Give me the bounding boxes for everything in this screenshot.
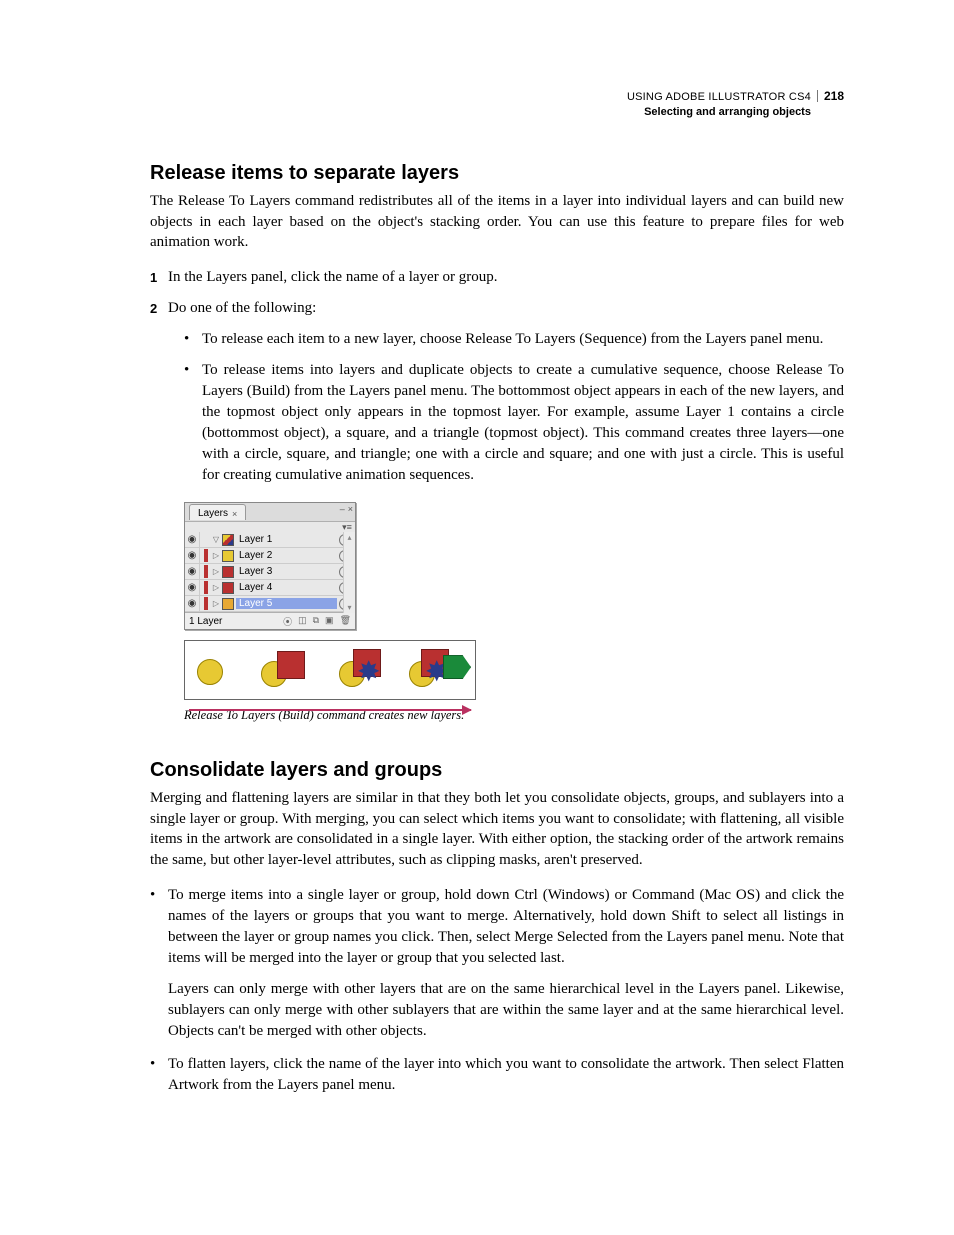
sub-bullet-list: • To release each item to a new layer, c… (184, 329, 844, 486)
panel-tab-row: Layers × – × (185, 503, 355, 522)
bullet-text: To release each item to a new layer, cho… (202, 329, 844, 350)
layer-thumbnail (222, 550, 234, 562)
edit-column (204, 549, 208, 562)
disclosure-icon[interactable]: ▷ (212, 551, 220, 560)
frame-1 (185, 641, 245, 699)
bullet-icon: • (150, 1054, 168, 1096)
layers-list: ◉ ▽ Layer 1 ◉ ▷ Layer 2 (185, 522, 355, 612)
scrollbar[interactable]: ▴ ▾ (343, 532, 355, 613)
running-header: USING ADOBE ILLUSTRATOR CS4 Selecting an… (627, 90, 844, 120)
scroll-up-icon[interactable]: ▴ (347, 533, 351, 542)
layer-name[interactable]: Layer 3 (236, 566, 337, 577)
layer-thumbnail (222, 582, 234, 594)
frame-2 (255, 641, 325, 699)
layer-row-2[interactable]: ◉ ▷ Layer 2 (185, 548, 355, 564)
main-content: Release items to separate layers The Rel… (150, 162, 844, 1096)
bullet-icon: • (150, 885, 168, 1042)
visibility-icon[interactable]: ◉ (185, 548, 200, 563)
section-consolidate: Consolidate layers and groups Merging an… (150, 759, 844, 1096)
footer-buttons: ⦿ ◫ ⧉ ▣ 🗑 (283, 615, 351, 628)
disclosure-icon[interactable]: ▷ (212, 599, 220, 608)
disclosure-icon[interactable]: ▷ (212, 583, 220, 592)
new-sublayer-icon[interactable]: ⧉ (313, 615, 319, 628)
layer-count-label: 1 Layer (189, 616, 222, 627)
visibility-icon[interactable]: ◉ (185, 580, 200, 595)
header-book-title: USING ADOBE ILLUSTRATOR CS4 (627, 90, 811, 105)
bullet-text: To flatten layers, click the name of the… (168, 1054, 844, 1096)
edit-column (204, 533, 208, 546)
delete-icon[interactable]: 🗑 (340, 615, 351, 628)
locate-object-icon[interactable]: ⦿ (283, 615, 292, 628)
layer-name[interactable]: Layer 2 (236, 550, 337, 561)
new-layer-icon[interactable]: ▣ (325, 615, 334, 628)
bullet-list-consolidate: • To merge items into a single layer or … (150, 885, 844, 1096)
header-chapter-title: Selecting and arranging objects (627, 105, 811, 120)
heading-release-items: Release items to separate layers (150, 162, 844, 185)
star-shape: ✸ (357, 659, 380, 687)
edit-column (204, 565, 208, 578)
bullet-extra-text: Layers can only merge with other layers … (168, 979, 844, 1042)
layer-row-4[interactable]: ◉ ▷ Layer 4 (185, 580, 355, 596)
layer-row-5[interactable]: ◉ ▷ Layer 5 (185, 596, 355, 612)
step-1: 1 In the Layers panel, click the name of… (150, 267, 844, 288)
step-text: In the Layers panel, click the name of a… (168, 267, 844, 288)
heading-consolidate: Consolidate layers and groups (150, 759, 844, 782)
timeline-arrow (189, 709, 471, 711)
close-tab-icon[interactable]: × (232, 509, 237, 519)
bullet-flatten: • To flatten layers, click the name of t… (150, 1054, 844, 1096)
intro-paragraph-2: Merging and flattening layers are simila… (150, 788, 844, 871)
layer-name[interactable]: Layer 1 (236, 534, 337, 545)
layers-tab[interactable]: Layers × (189, 504, 246, 520)
header-text-block: USING ADOBE ILLUSTRATOR CS4 Selecting an… (627, 90, 811, 120)
bullet-icon: • (184, 329, 202, 350)
bullet-main-text: To merge items into a single layer or gr… (168, 887, 844, 966)
visibility-icon[interactable]: ◉ (185, 564, 200, 579)
bullet-icon: • (184, 360, 202, 486)
disclosure-icon[interactable]: ▽ (212, 535, 220, 544)
panel-menu-icon[interactable]: ▾≡ (341, 522, 353, 532)
circle-shape (197, 659, 223, 685)
square-shape (277, 651, 305, 679)
sequence-illustration: ✸ ✸ (184, 640, 476, 700)
sub-bullet-1: • To release each item to a new layer, c… (184, 329, 844, 350)
intro-paragraph-1: The Release To Layers command redistribu… (150, 191, 844, 253)
minimize-icon[interactable]: – (340, 504, 345, 514)
panel-footer: 1 Layer ⦿ ◫ ⧉ ▣ 🗑 (185, 612, 355, 629)
disclosure-icon[interactable]: ▷ (212, 567, 220, 576)
layer-name[interactable]: Layer 4 (236, 582, 337, 593)
edit-column (204, 597, 208, 610)
page-number: 218 (817, 90, 844, 102)
layer-thumbnail (222, 566, 234, 578)
ordered-steps: 1 In the Layers panel, click the name of… (150, 267, 844, 319)
arrow-head-icon (462, 705, 472, 715)
scroll-down-icon[interactable]: ▾ (347, 603, 351, 612)
layer-thumbnail (222, 598, 234, 610)
close-icon[interactable]: × (348, 504, 353, 514)
visibility-icon[interactable]: ◉ (185, 532, 200, 547)
layer-name[interactable]: Layer 5 (236, 598, 337, 609)
bullet-text-block: To merge items into a single layer or gr… (168, 885, 844, 1042)
step-number: 2 (150, 298, 168, 319)
layers-panel: Layers × – × ▾≡ ◉ ▽ Layer 1 (184, 502, 356, 630)
window-controls: – × (340, 504, 353, 514)
bullet-text: To release items into layers and duplica… (202, 360, 844, 486)
visibility-icon[interactable]: ◉ (185, 596, 200, 611)
sub-bullet-2: • To release items into layers and dupli… (184, 360, 844, 486)
figure-layers-panel: Layers × – × ▾≡ ◉ ▽ Layer 1 (184, 502, 844, 700)
step-number: 1 (150, 267, 168, 288)
layers-tab-label: Layers (198, 508, 228, 519)
layer-thumbnail (222, 534, 234, 546)
step-text: Do one of the following: (168, 298, 844, 319)
frame-3: ✸ (335, 641, 405, 699)
page: USING ADOBE ILLUSTRATOR CS4 Selecting an… (0, 0, 954, 1198)
bullet-merge: • To merge items into a single layer or … (150, 885, 844, 1042)
frame-4: ✸ (407, 641, 475, 699)
layer-row-3[interactable]: ◉ ▷ Layer 3 (185, 564, 355, 580)
edit-column (204, 581, 208, 594)
step-2: 2 Do one of the following: (150, 298, 844, 319)
make-clipping-mask-icon[interactable]: ◫ (298, 615, 307, 628)
layer-row-1[interactable]: ◉ ▽ Layer 1 (185, 532, 355, 548)
